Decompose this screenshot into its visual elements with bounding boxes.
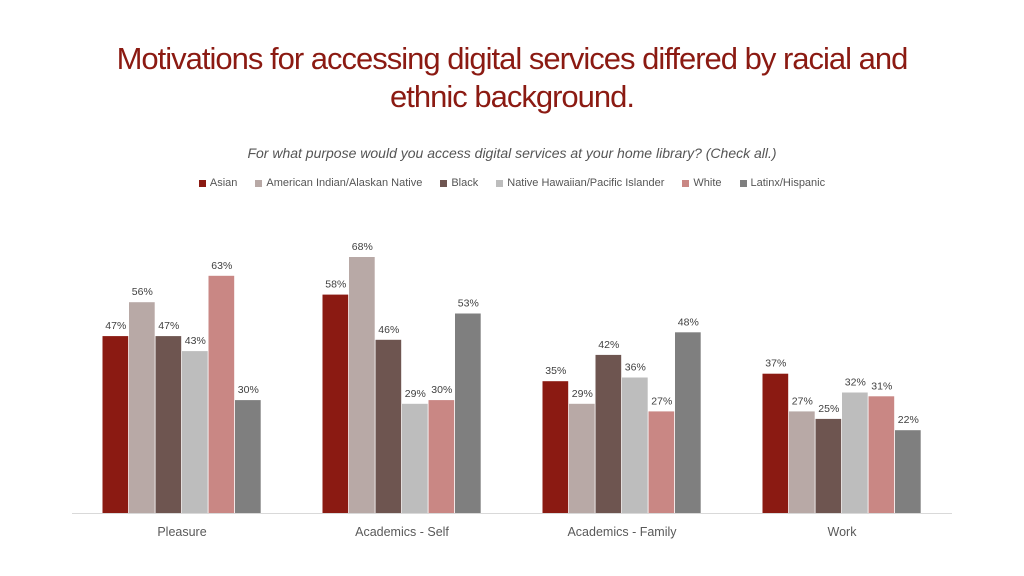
data-label-3-1: 27% [792,395,813,407]
bar-3-4 [868,396,895,513]
data-label-3-4: 31% [871,380,892,392]
data-label-1-0: 58% [325,279,346,291]
legend-swatch [739,179,747,187]
legend-swatch [496,179,504,187]
legend-swatch [255,179,263,187]
page-title: Motivations for accessing digital servic… [40,40,984,116]
legend-item-5: Latinx/Hispanic [739,177,826,189]
bar-1-4 [428,400,455,513]
data-label-1-2: 46% [378,324,399,336]
bar-2-1 [569,403,595,513]
bar-1-3 [402,403,428,513]
category-label-2: Academics - Family [567,525,677,539]
chart-subtitle: For what purpose would you access digita… [247,145,777,161]
data-label-3-3: 32% [845,377,866,389]
legend-item-1: American Indian/Alaskan Native [255,177,422,189]
bar-3-0 [762,373,789,513]
chart-legend: Asian American Indian/Alaskan Native Black… [0,177,1024,189]
bar-3-3 [842,392,868,513]
bar-1-1 [349,257,375,513]
data-label-1-3: 29% [405,388,426,400]
category-label-0: Pleasure [157,525,206,539]
bar-1-2 [375,339,402,513]
legend-swatch [440,179,448,187]
bar-1-0 [322,294,349,513]
data-label-2-1: 29% [572,388,593,400]
data-label-3-2: 25% [818,403,839,415]
data-label-1-5: 53% [458,298,479,310]
title-line-2: ethnic background. [390,79,635,114]
bar-2-5 [675,332,701,513]
legend-item-0: Asian [198,177,238,189]
category-label-1: Academics - Self [355,525,449,539]
bar-2-4 [648,411,675,513]
bar-0-3 [182,351,208,513]
data-label-2-0: 35% [545,365,566,377]
legend-label: Asian [209,177,238,189]
data-label-3-0: 37% [765,358,786,370]
data-label-0-3: 43% [185,335,206,347]
bar-3-1 [789,411,815,513]
legend-label: American Indian/Alaskan Native [266,177,423,189]
data-label-2-3: 36% [625,362,646,374]
data-label-2-5: 48% [678,316,699,328]
bar-1-5 [455,313,481,513]
legend-label: White [693,177,722,189]
data-label-1-4: 30% [431,384,452,396]
bar-2-0 [542,381,569,513]
category-label-3: Work [828,525,858,539]
legend-item-2: Black [440,177,478,189]
data-label-2-2: 42% [598,339,619,351]
legend-label: Latinx/Hispanic [750,177,826,189]
data-label-0-1: 56% [132,286,153,298]
bar-0-2 [155,336,182,513]
legend-label: Native Hawaiian/Pacific Islander [507,177,665,189]
data-label-0-5: 30% [238,384,259,396]
bar-3-5 [895,430,921,513]
bar-0-0 [102,336,129,513]
bar-0-1 [129,302,155,513]
data-label-0-0: 47% [105,320,126,332]
bar-0-4 [208,275,235,513]
data-label-0-4: 63% [211,260,232,272]
bar-3-2 [815,418,842,513]
legend-item-3: Native Hawaiian/Pacific Islander [496,177,664,189]
data-label-3-5: 22% [898,414,919,426]
bar-2-3 [622,377,648,513]
data-label-1-1: 68% [352,241,373,253]
legend-swatch [682,179,690,187]
legend-item-4: White [682,177,722,189]
bar-0-5 [235,400,261,513]
bar-2-2 [595,354,622,513]
data-label-2-4: 27% [651,395,672,407]
legend-swatch [198,179,206,187]
data-label-0-2: 47% [158,320,179,332]
legend-label: Black [451,177,479,189]
title-line-1: Motivations for accessing digital servic… [116,41,909,76]
